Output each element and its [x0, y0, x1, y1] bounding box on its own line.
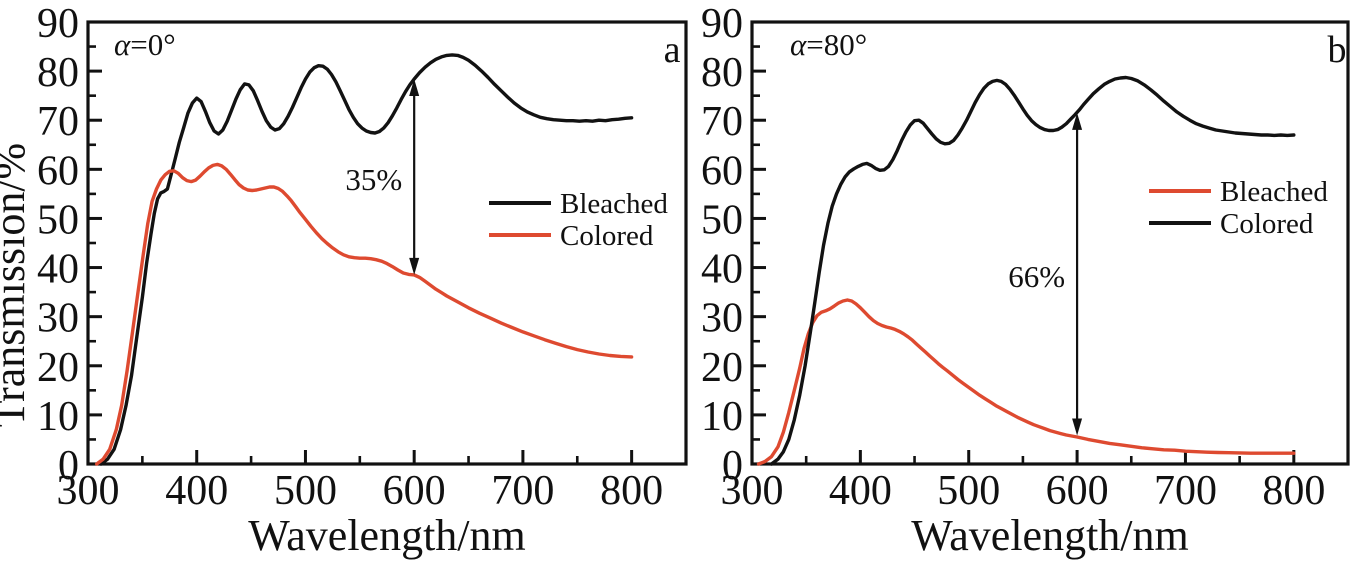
delta-label: 66%: [1008, 259, 1065, 294]
condition-label: α=0°: [114, 27, 176, 62]
x-axis-title: Wavelength/nm: [248, 511, 526, 560]
y-tick-label: 30: [701, 296, 743, 342]
x-tick-label: 700: [491, 468, 554, 514]
x-tick-label: 700: [1154, 468, 1217, 514]
arrow-up-head: [409, 78, 420, 96]
y-tick-label: 80: [701, 50, 743, 96]
y-tick-label: 20: [701, 345, 743, 391]
y-tick-label: 50: [701, 197, 743, 243]
delta-annotation: 66%: [1008, 112, 1083, 436]
x-axis: 300 400 500 600 700 800 Wavelength/nm: [721, 450, 1325, 560]
legend-item: Colored: [489, 220, 654, 252]
y-tick-label: 10: [701, 394, 743, 440]
curve-bleached: [756, 298, 1296, 466]
y-tick-label: 0: [722, 443, 743, 489]
plot-frame: [750, 20, 1350, 466]
y-tick-label: 70: [701, 99, 743, 145]
x-axis-title: Wavelength/nm: [911, 511, 1189, 560]
y-axis-title: Transmission/%: [0, 143, 34, 427]
x-tick-label: 400: [829, 468, 892, 514]
legend-label: Bleached: [560, 188, 668, 220]
y-tick-label: 40: [37, 247, 79, 293]
y-tick-label: 0: [58, 443, 79, 489]
delta-annotation: 35%: [345, 78, 420, 275]
panel-a: 300 400 500 600 700 800Wavelength/nm010203040…: [0, 1, 688, 560]
x-tick-label: 500: [274, 468, 337, 514]
legend-label: Colored: [1220, 208, 1314, 240]
x-tick-label: 800: [1262, 468, 1325, 514]
y-tick-label: 20: [37, 345, 79, 391]
x-tick-label: 300: [57, 468, 120, 514]
x-tick-label: 500: [937, 468, 1000, 514]
curve-colored: [769, 75, 1296, 466]
y-tick-label: 40: [701, 247, 743, 293]
y-tick-label: 70: [37, 99, 79, 145]
y-tick-label: 60: [701, 148, 743, 194]
curve-colored: [95, 162, 634, 466]
x-tick-label: 400: [165, 468, 228, 514]
y-tick-label: 90: [701, 1, 743, 47]
x-axis: 300 400 500 600 700 800 Wavelength/nm: [57, 450, 663, 560]
legend-item: Bleached: [1149, 176, 1328, 208]
curve-bleached: [99, 53, 634, 466]
arrow-down-head: [409, 257, 420, 275]
arrow-down-head: [1072, 418, 1083, 436]
y-tick-label: 50: [37, 197, 79, 243]
legend-label: Bleached: [1220, 176, 1328, 208]
delta-label: 35%: [345, 162, 402, 197]
y-tick-label: 60: [37, 148, 79, 194]
panel-letter: b: [1328, 29, 1347, 71]
x-tick-label: 600: [1046, 468, 1109, 514]
y-tick-label: 90: [37, 1, 79, 47]
panel-b: 300 400 500 600 700 800Wavelength/nm010203040…: [701, 1, 1350, 560]
condition-label: α=80°: [790, 27, 867, 62]
y-tick-label: 30: [37, 296, 79, 342]
legend-label: Colored: [560, 220, 654, 252]
panel-letter: a: [664, 29, 681, 71]
y-tick-label: 10: [37, 394, 79, 440]
x-tick-label: 600: [383, 468, 446, 514]
legend-item: Colored: [1149, 208, 1314, 240]
x-tick-label: 300: [721, 468, 784, 514]
legend-item: Bleached: [489, 188, 668, 220]
arrow-up-head: [1072, 112, 1083, 130]
x-tick-label: 800: [600, 468, 663, 514]
y-tick-label: 80: [37, 50, 79, 96]
